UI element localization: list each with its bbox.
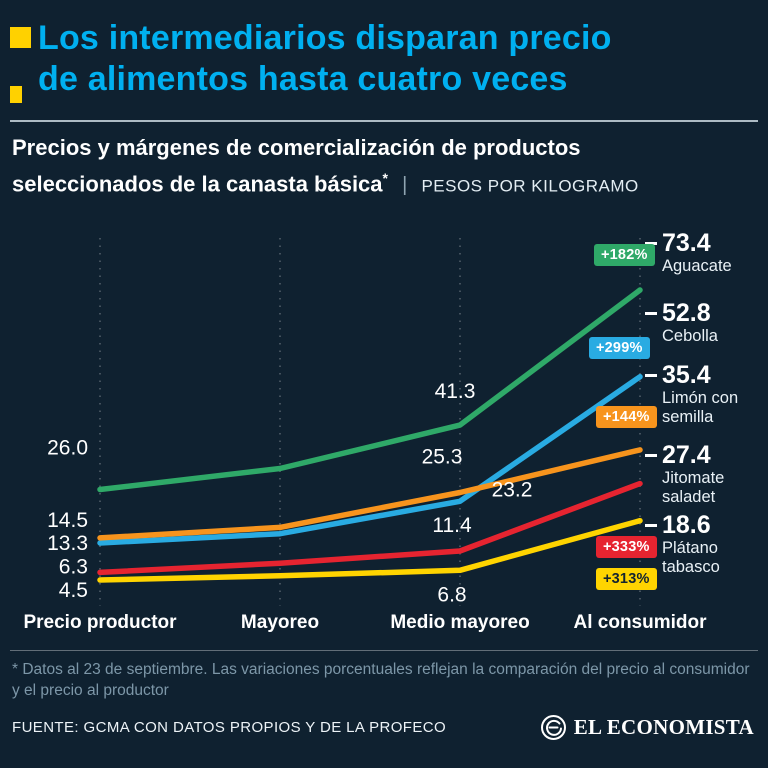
point-value-label: 26.0 [47,437,88,460]
pct-badge: +333% [596,536,657,558]
subtitle-asterisk: * [382,170,388,186]
end-value-label: 52.8 [645,300,758,326]
subtitle-separator: | [402,174,408,197]
logo-wordmark: EL ECONOMISTA [573,715,754,739]
chart-subtitle: Precios y márgenes de comercialización d… [12,133,639,201]
end-value-label: 27.4 [645,442,758,468]
subtitle-line2-bold: seleccionados de la canasta básica [12,171,383,197]
header-divider [10,120,758,122]
pct-badge: +182% [594,244,655,266]
series-name-label: Aguacate [662,257,732,275]
pct-badge: +299% [589,337,650,359]
point-value-label: 41.3 [435,380,476,403]
el-economista-logo: EL ECONOMISTA [540,714,754,741]
end-label-lim-n-con-semilla: 35.4 Limón con semilla [645,362,758,427]
footnote: * Datos al 23 de septiembre. Las variaci… [12,661,750,699]
el-economista-globe-icon [540,715,566,740]
subtitle-unit-label: PESOS POR KILOGRAMO [421,176,639,196]
series-name-label: Jitomate saladet [662,469,725,506]
end-label-aguacate: 73.4 Aguacate [645,230,758,276]
point-value-label: 4.5 [59,579,88,602]
end-label-pl-tano-tabasco: 18.6 Plátano tabasco [645,512,758,577]
end-value-label: 18.6 [645,512,758,538]
subtitle-line2: seleccionados de la canasta básica* | PE… [12,163,639,201]
line-aguacate [97,287,643,493]
title-bullet-secondary-icon [10,86,22,103]
end-label-jitomate-saladet: 27.4 Jitomate saladet [645,442,758,507]
line-cebolla [97,373,643,546]
end-value-label: 35.4 [645,362,758,388]
point-value-label: 6.3 [59,555,88,578]
x-axis-label-al-consumidor: Al consumidor [573,612,707,633]
series-name-label: Limón con semilla [662,389,739,426]
page-title-line2: de alimentos hasta cuatro veces [38,60,568,98]
source-row: FUENTE: GCMA CON DATOS PROPIOS Y DE LA P… [12,714,754,741]
page-title: Los intermediarios disparan precio de al… [38,18,612,100]
point-value-label: 14.5 [47,509,88,532]
series-name-label: Plátano tabasco [662,539,720,576]
footnote-divider [10,650,758,651]
line-jitomate-saladet [97,480,643,576]
point-value-label: 25.3 [422,445,463,468]
point-value-label: 13.3 [47,532,88,555]
end-value-label: 73.4 [645,230,758,256]
end-label-cebolla: 52.8 Cebolla [645,300,758,346]
line-pl-tano-tabasco [97,517,643,583]
line-lim-n-con-semilla [97,447,643,541]
x-axis-label-precio-productor: Precio productor [23,612,177,633]
x-axis-label-medio-mayoreo: Medio mayoreo [390,612,530,633]
point-value-label: 11.4 [432,514,472,537]
series-name-label: Cebolla [662,327,718,345]
pct-badge: +313% [596,568,657,590]
point-value-label: 23.2 [492,478,533,501]
source-credit: FUENTE: GCMA CON DATOS PROPIOS Y DE LA P… [12,719,447,736]
x-axis-label-mayoreo: Mayoreo [240,612,320,633]
page-title-line1: Los intermediarios disparan precio [38,19,612,57]
title-bullet-icon [10,27,31,48]
pct-badge: +144% [596,406,657,428]
point-value-label: 6.8 [437,583,466,606]
subtitle-line1: Precios y márgenes de comercialización d… [12,135,581,160]
